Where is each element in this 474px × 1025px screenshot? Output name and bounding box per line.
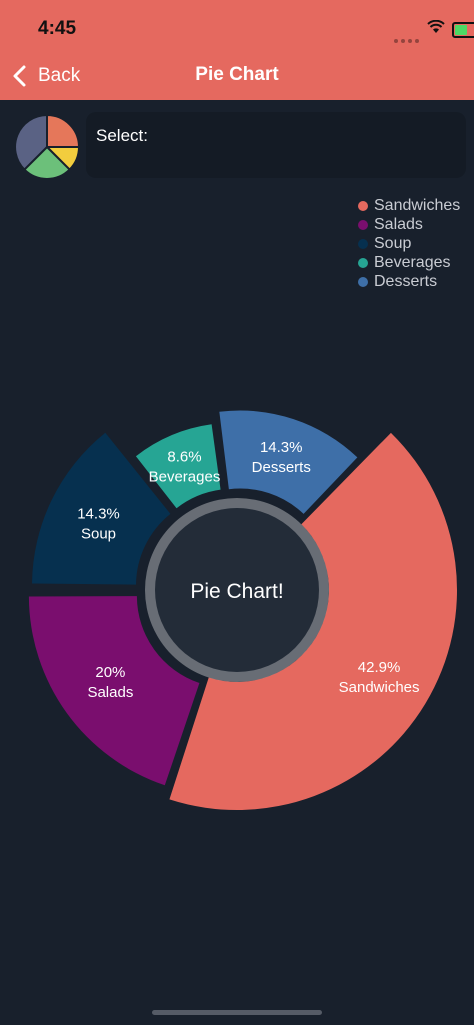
slice-percent-label: 20% [95,664,125,681]
legend-label: Soup [374,234,412,252]
battery-icon [452,22,474,38]
slice-name-label: Desserts [252,459,311,476]
legend-item: Beverages [358,253,460,272]
wifi-icon [427,20,445,33]
home-indicator [152,1010,322,1015]
legend-item: Salads [358,215,460,234]
pie-chart-icon [14,113,81,180]
select-label: Select: [96,126,148,145]
legend-marker [358,200,368,211]
slice-name-label: Beverages [149,469,221,486]
legend-item: Soup [358,234,460,253]
slice-percent-label: 8.6% [167,449,201,466]
legend-marker [358,257,368,268]
legend-marker [358,219,368,230]
pie-slice-desserts[interactable] [219,410,358,514]
pie-slice-soup[interactable] [32,432,171,585]
legend-label: Desserts [374,272,438,290]
back-label: Back [38,65,81,86]
slice-percent-label: 42.9% [358,659,401,676]
pie-slice-sandwiches[interactable] [169,432,457,810]
pie-slice-salads[interactable] [28,596,200,786]
legend-item: Desserts [358,272,460,291]
nav-header: 4:45 Back Pie Chart [0,0,474,100]
slice-percent-label: 14.3% [77,506,120,523]
back-button[interactable]: Back [10,62,80,90]
legend-label: Beverages [374,253,451,271]
chevron-left-icon [13,65,26,87]
select-field[interactable]: Select: [86,112,466,178]
legend-label: Salads [374,215,423,233]
slice-percent-label: 14.3% [260,439,303,456]
status-time: 4:45 [38,18,77,39]
legend-marker [358,276,368,287]
slice-name-label: Salads [87,684,133,701]
pie-chart[interactable]: 42.9% Sandwiches 20% Salads 14.3% Soup 8.6% Bev… [0,330,474,830]
pie-slice-beverages[interactable] [135,424,221,509]
page-title: Pie Chart [195,64,279,85]
legend-item: Sandwiches [358,196,460,215]
slice-name-label: Sandwiches [339,679,420,696]
slice-name-label: Soup [81,526,116,543]
chart-legend: Sandwiches Salads Soup Beverages Dessert… [358,196,460,291]
center-hole [155,508,319,672]
center-label: Pie Chart! [190,580,283,603]
legend-marker [358,238,368,249]
legend-label: Sandwiches [374,196,461,214]
signal-icon [394,30,422,48]
